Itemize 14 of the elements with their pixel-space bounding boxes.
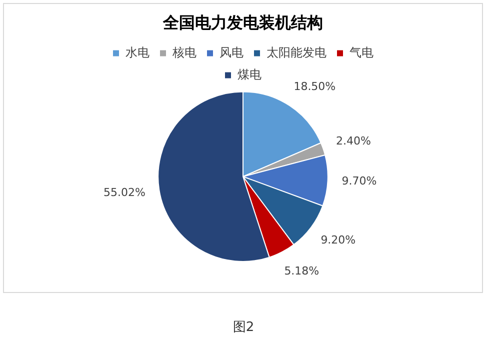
data-label: 9.20%	[320, 233, 356, 246]
legend-label: 太阳能发电	[266, 45, 326, 60]
chart-title: 全国电力发电装机结构	[162, 12, 323, 32]
legend-label: 煤电	[238, 67, 262, 82]
caption: 图2	[232, 319, 256, 336]
data-label: 55.02%	[103, 186, 146, 200]
legend-label: 气电	[350, 45, 374, 60]
legend-label: 水电	[126, 45, 150, 60]
data-label: 9.70%	[342, 174, 377, 188]
legend-label: 风电	[220, 45, 244, 60]
data-label: 5.18%	[284, 264, 320, 278]
data-label: 18.50%	[294, 80, 336, 94]
data-label: 2.40%	[336, 134, 371, 148]
legend-label: 核电	[172, 45, 196, 60]
